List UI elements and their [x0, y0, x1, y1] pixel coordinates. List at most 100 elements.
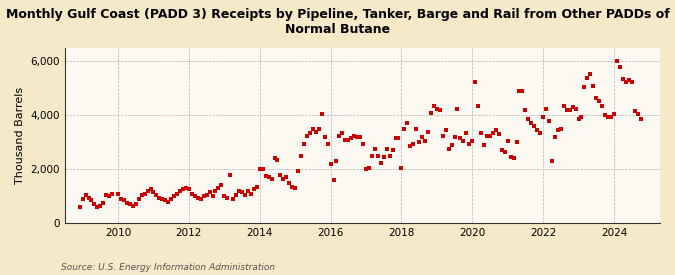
Point [142, 189, 153, 193]
Point [186, 191, 197, 196]
Point [254, 167, 265, 171]
Point [95, 204, 106, 208]
Point [248, 187, 259, 192]
Point [302, 133, 313, 138]
Point [104, 194, 115, 198]
Point [160, 198, 171, 202]
Point [139, 191, 150, 196]
Point [234, 189, 244, 193]
Point [180, 186, 191, 190]
Point [464, 141, 475, 146]
Point [190, 194, 200, 198]
Point [219, 194, 230, 198]
Point [296, 153, 306, 158]
Point [92, 205, 103, 209]
Point [564, 108, 575, 112]
Point [487, 131, 498, 135]
Point [579, 85, 590, 89]
Point [443, 147, 454, 151]
Point [549, 135, 560, 139]
Point [493, 132, 504, 136]
Point [373, 153, 383, 158]
Point [526, 121, 537, 126]
Point [313, 126, 324, 131]
Point [423, 129, 433, 134]
Point [331, 159, 342, 163]
Point [89, 202, 100, 207]
Point [115, 197, 126, 201]
Point [408, 141, 418, 146]
Point [201, 193, 212, 197]
Point [163, 199, 173, 204]
Point [416, 135, 427, 139]
Point [479, 143, 489, 147]
Point [349, 133, 360, 138]
Point [485, 133, 495, 138]
Point [467, 139, 478, 143]
Point [237, 190, 248, 194]
Point [257, 167, 268, 171]
Point [231, 193, 242, 197]
Point [411, 126, 422, 131]
Point [195, 197, 206, 201]
Point [618, 77, 628, 81]
Point [293, 168, 304, 173]
Point [77, 197, 88, 201]
Point [431, 106, 442, 111]
Point [543, 119, 554, 123]
Point [390, 136, 401, 141]
Point [278, 177, 289, 181]
Point [599, 113, 610, 117]
Point [505, 155, 516, 159]
Point [198, 194, 209, 198]
Point [558, 104, 569, 108]
Point [213, 186, 224, 190]
Point [523, 117, 534, 122]
Point [328, 178, 339, 182]
Point [124, 202, 135, 207]
Point [387, 148, 398, 153]
Point [472, 104, 483, 108]
Point [440, 128, 451, 132]
Point [511, 140, 522, 144]
Point [570, 106, 581, 111]
Point [585, 72, 596, 76]
Point [541, 106, 551, 111]
Point [635, 117, 646, 122]
Point [470, 79, 481, 84]
Point [414, 140, 425, 144]
Point [148, 190, 159, 194]
Point [322, 141, 333, 146]
Point [552, 128, 563, 132]
Point [576, 114, 587, 119]
Point [402, 121, 412, 126]
Point [266, 177, 277, 181]
Point [74, 205, 85, 209]
Point [547, 159, 558, 163]
Point [378, 155, 389, 159]
Point [98, 201, 109, 205]
Point [393, 136, 404, 141]
Point [175, 189, 186, 193]
Point [337, 131, 348, 135]
Point [420, 139, 431, 143]
Point [343, 138, 354, 142]
Point [352, 135, 362, 139]
Point [425, 111, 436, 115]
Point [520, 108, 531, 112]
Point [612, 59, 622, 64]
Point [184, 187, 194, 192]
Point [310, 129, 321, 134]
Point [594, 98, 605, 103]
Point [358, 141, 369, 146]
Point [632, 112, 643, 116]
Point [145, 187, 156, 192]
Point [261, 174, 271, 178]
Point [502, 139, 513, 143]
Point [449, 135, 460, 139]
Point [251, 185, 262, 189]
Point [620, 79, 631, 84]
Point [532, 128, 543, 132]
Point [508, 156, 519, 161]
Point [308, 126, 319, 131]
